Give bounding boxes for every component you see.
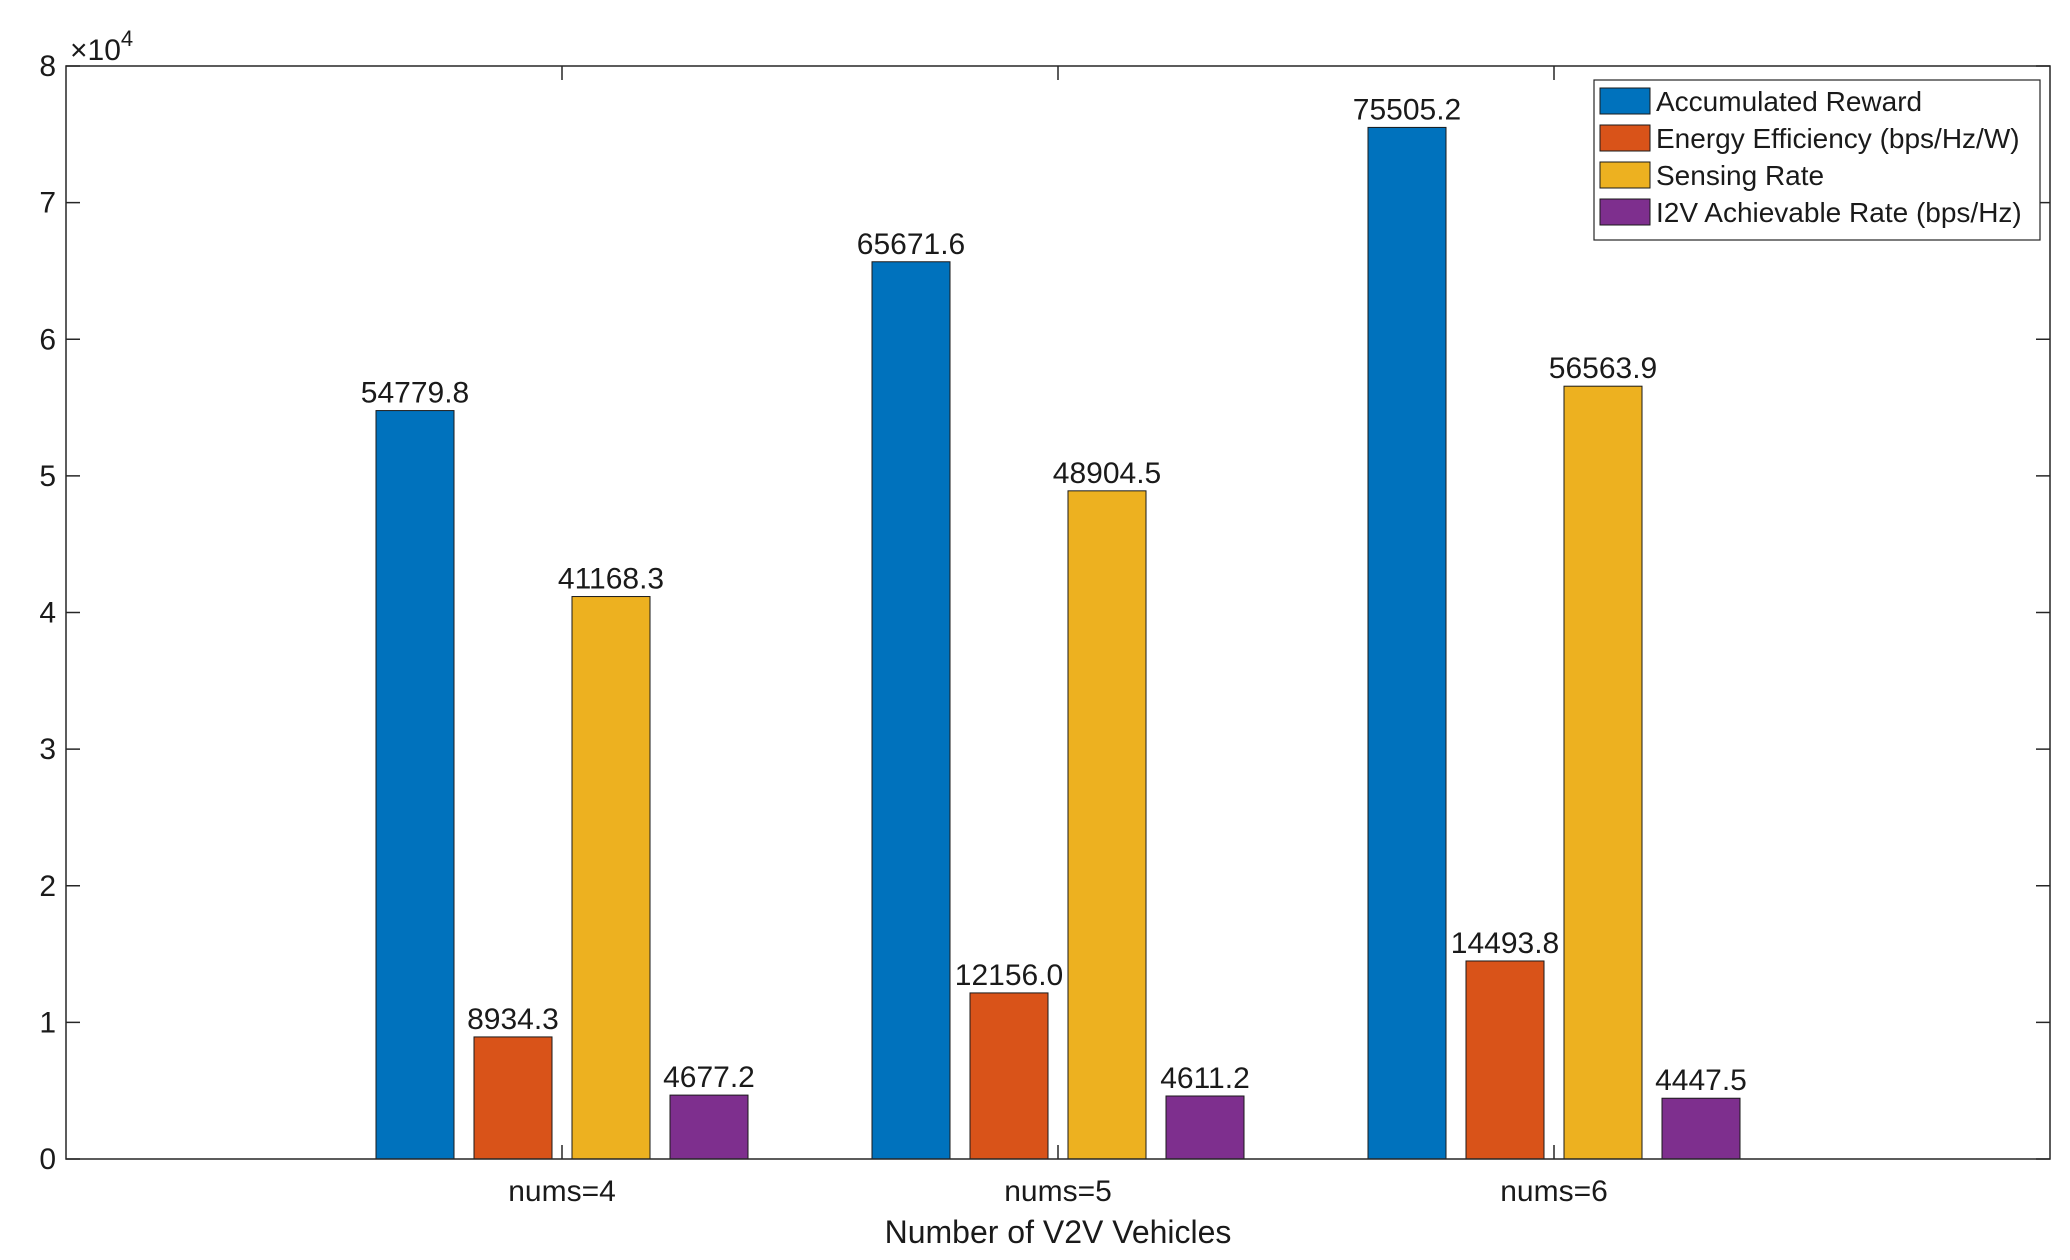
y-axis-exponent-power: 4 [121,26,133,51]
legend-swatch [1599,198,1651,226]
legend-swatch [1599,161,1651,189]
bar-value-label: 54779.8 [361,377,469,410]
bar-value-label: 41168.3 [558,563,664,596]
y-tick-label: 8 [39,50,56,83]
bar-value-label: 65671.6 [857,228,965,261]
legend-swatch [1599,87,1651,115]
bar-value-label: 12156.0 [955,959,1063,992]
bar [669,1094,749,1160]
x-tick-label: nums=6 [1500,1175,1608,1208]
legend-swatch [1599,124,1651,152]
x-tick-label: nums=5 [1004,1175,1112,1208]
legend-box [1593,79,2041,241]
x-tick-label: nums=4 [508,1175,616,1208]
y-tick-label: 3 [39,733,56,766]
bar [1465,960,1545,1160]
bar-value-label: 4447.5 [1655,1064,1747,1097]
bar-labels-group: 54779.8 65671.6 75505.2 8934.3 12156.0 14493.… [361,93,1747,1097]
bar [1661,1097,1741,1160]
bar-value-label: 75505.2 [1353,93,1461,126]
bars-group [375,126,1741,1160]
bar [1067,490,1147,1160]
x-axis-title: Number of V2V Vehicles [885,1214,1232,1250]
bar [375,410,455,1160]
y-tick-label: 4 [39,597,56,630]
bar-value-label: 8934.3 [467,1003,559,1036]
bar [1165,1095,1245,1160]
bar-value-label: 56563.9 [1549,352,1657,385]
y-axis-exponent: ×104 [70,26,133,67]
bar [871,261,951,1160]
legend-entry-label: Energy Efficiency (bps/Hz/W) [1656,123,2020,154]
bar [1367,126,1447,1160]
y-tick-label: 5 [39,460,56,493]
y-tick-label: 1 [39,1006,56,1039]
legend-entry-label: Sensing Rate [1656,160,1824,191]
bar-value-label: 14493.8 [1451,927,1559,960]
bar-value-label: 4677.2 [663,1061,755,1094]
y-tick-label: 0 [39,1143,56,1176]
bar [473,1036,553,1160]
legend-entry-label: I2V Achievable Rate (bps/Hz) [1656,197,2022,228]
legend-entry-label: Accumulated Reward [1656,86,1922,117]
bar [1563,385,1643,1160]
legend[interactable]: Accumulated Reward Energy Efficiency (bps… [1593,79,2041,241]
bar [571,596,651,1160]
y-tick-label: 7 [39,187,56,220]
axes-group: 0 1 2 3 4 5 6 7 8 nums=4 nums=5 nums=6 [39,50,2051,1208]
y-axis-exponent-base: ×10 [70,34,121,67]
y-tick-label: 6 [39,323,56,356]
bar-value-label: 4611.2 [1160,1062,1250,1095]
y-tick-label: 2 [39,870,56,903]
bar [969,992,1049,1160]
bar-value-label: 48904.5 [1053,457,1161,490]
